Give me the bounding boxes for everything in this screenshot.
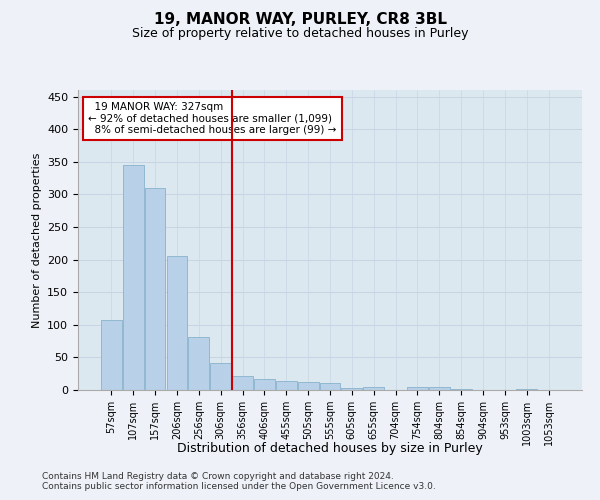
Bar — [232, 376, 253, 390]
Bar — [210, 362, 231, 390]
Bar — [341, 388, 362, 390]
Bar — [364, 386, 384, 390]
Text: Contains HM Land Registry data © Crown copyright and database right 2024.: Contains HM Land Registry data © Crown c… — [42, 472, 394, 481]
Bar — [254, 379, 275, 390]
Text: 19 MANOR WAY: 327sqm
← 92% of detached houses are smaller (1,099)
  8% of semi-d: 19 MANOR WAY: 327sqm ← 92% of detached h… — [88, 102, 337, 135]
Bar — [188, 336, 209, 390]
Text: Size of property relative to detached houses in Purley: Size of property relative to detached ho… — [132, 28, 468, 40]
Bar — [429, 386, 450, 390]
Bar — [298, 382, 319, 390]
Text: 19, MANOR WAY, PURLEY, CR8 3BL: 19, MANOR WAY, PURLEY, CR8 3BL — [154, 12, 446, 28]
Bar — [145, 188, 166, 390]
Bar — [123, 165, 143, 390]
Y-axis label: Number of detached properties: Number of detached properties — [32, 152, 41, 328]
Text: Contains public sector information licensed under the Open Government Licence v3: Contains public sector information licen… — [42, 482, 436, 491]
Bar — [101, 320, 122, 390]
Bar — [167, 256, 187, 390]
Bar — [276, 381, 296, 390]
Bar — [320, 383, 340, 390]
Bar — [407, 386, 428, 390]
Text: Distribution of detached houses by size in Purley: Distribution of detached houses by size … — [177, 442, 483, 455]
